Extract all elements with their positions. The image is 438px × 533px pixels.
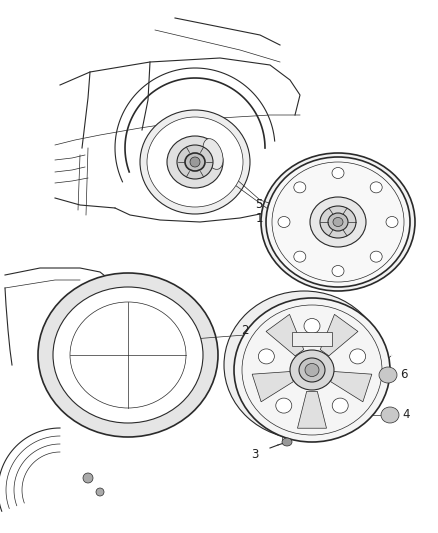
Ellipse shape <box>299 358 325 382</box>
Polygon shape <box>297 391 326 428</box>
Ellipse shape <box>290 350 334 390</box>
Ellipse shape <box>147 117 243 207</box>
Ellipse shape <box>333 217 343 227</box>
Ellipse shape <box>332 167 344 179</box>
Ellipse shape <box>294 251 306 262</box>
Ellipse shape <box>177 145 213 179</box>
Ellipse shape <box>381 407 399 423</box>
Ellipse shape <box>266 157 410 287</box>
Ellipse shape <box>258 349 274 364</box>
Ellipse shape <box>224 291 384 439</box>
Ellipse shape <box>278 216 290 228</box>
Ellipse shape <box>294 182 306 193</box>
Polygon shape <box>266 314 304 356</box>
Text: 1: 1 <box>255 212 263 224</box>
Ellipse shape <box>38 273 218 437</box>
Ellipse shape <box>53 287 203 423</box>
Ellipse shape <box>185 153 205 171</box>
Ellipse shape <box>167 136 223 188</box>
Ellipse shape <box>140 110 250 214</box>
Ellipse shape <box>310 197 366 247</box>
Ellipse shape <box>328 213 348 231</box>
Ellipse shape <box>350 349 366 364</box>
Ellipse shape <box>234 298 390 442</box>
Ellipse shape <box>304 319 320 334</box>
Ellipse shape <box>261 153 415 291</box>
Ellipse shape <box>370 182 382 193</box>
Ellipse shape <box>386 216 398 228</box>
Ellipse shape <box>282 438 292 446</box>
Text: 4: 4 <box>402 408 410 422</box>
Ellipse shape <box>203 139 223 169</box>
Polygon shape <box>320 314 358 356</box>
Text: 3: 3 <box>251 448 259 462</box>
Ellipse shape <box>70 302 186 408</box>
Ellipse shape <box>332 398 348 413</box>
Polygon shape <box>252 372 293 402</box>
Ellipse shape <box>332 265 344 277</box>
Ellipse shape <box>190 157 200 167</box>
Ellipse shape <box>305 364 319 376</box>
Text: 2: 2 <box>241 324 249 336</box>
Text: 5: 5 <box>255 198 263 212</box>
Ellipse shape <box>320 206 356 238</box>
Ellipse shape <box>370 251 382 262</box>
Ellipse shape <box>379 367 397 383</box>
FancyBboxPatch shape <box>292 332 332 346</box>
Ellipse shape <box>96 488 104 496</box>
Ellipse shape <box>276 398 292 413</box>
Text: 6: 6 <box>400 367 407 381</box>
Ellipse shape <box>83 473 93 483</box>
Polygon shape <box>331 372 372 402</box>
